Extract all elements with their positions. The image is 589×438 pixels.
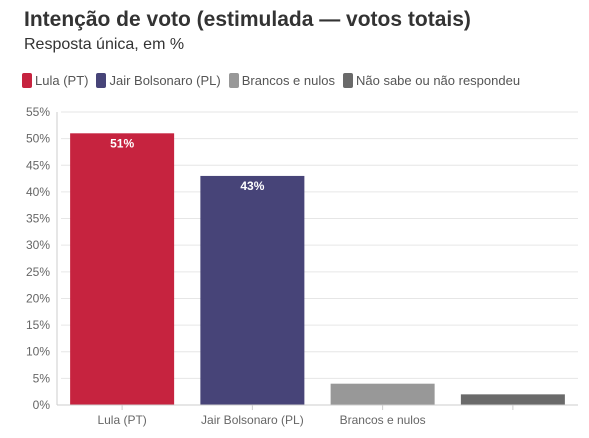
bar (70, 133, 175, 406)
legend-swatch-lula (22, 73, 32, 88)
bar-data-label: 51% (110, 136, 134, 150)
legend-label-bolsonaro: Jair Bolsonaro (PL) (109, 73, 221, 88)
y-tick-label: 35% (26, 212, 50, 226)
legend-swatch-bolsonaro (96, 73, 107, 88)
y-tick-label: 45% (26, 158, 50, 172)
y-tick-label: 5% (33, 371, 51, 385)
y-tick-label: 55% (26, 105, 50, 119)
y-tick-label: 30% (26, 238, 50, 252)
y-tick-label: 50% (26, 132, 50, 146)
legend-swatch-brancos-nulos (228, 73, 239, 88)
y-tick-label: 40% (26, 185, 50, 199)
x-tick-label: Jair Bolsonaro (PL) (201, 413, 304, 427)
x-tick-label: Lula (PT) (97, 413, 146, 427)
y-tick-label: 10% (26, 345, 50, 359)
chart-subtitle: Resposta única, em % (24, 36, 185, 53)
y-tick-label: 0% (33, 398, 51, 412)
bar (200, 175, 305, 405)
chart-legend: Lula (PT) Jair Bolsonaro (PL) Brancos e … (22, 73, 528, 88)
legend-item-bolsonaro[interactable]: Jair Bolsonaro (PL) (96, 73, 221, 88)
legend-label-brancos-nulos: Brancos e nulos (241, 73, 335, 88)
legend-swatch-nao-sabe (342, 73, 353, 88)
chart-title: Intenção de voto (estimulada — votos tot… (24, 8, 471, 31)
legend-item-lula[interactable]: Lula (PT) (22, 73, 88, 88)
legend-item-nao-sabe[interactable]: Não sabe ou não respondeu (342, 73, 521, 88)
legend-label-lula: Lula (PT) (35, 73, 89, 88)
bar-data-label: 43% (240, 179, 264, 193)
x-tick-label: Brancos e nulos (340, 413, 426, 427)
bar (460, 394, 565, 405)
legend-item-brancos-nulos[interactable]: Brancos e nulos (228, 73, 335, 88)
y-tick-label: 20% (26, 291, 50, 305)
legend-label-nao-sabe: Não sabe ou não respondeu (355, 73, 521, 88)
bar (330, 383, 435, 405)
y-tick-label: 25% (26, 265, 50, 279)
y-tick-label: 15% (26, 318, 50, 332)
